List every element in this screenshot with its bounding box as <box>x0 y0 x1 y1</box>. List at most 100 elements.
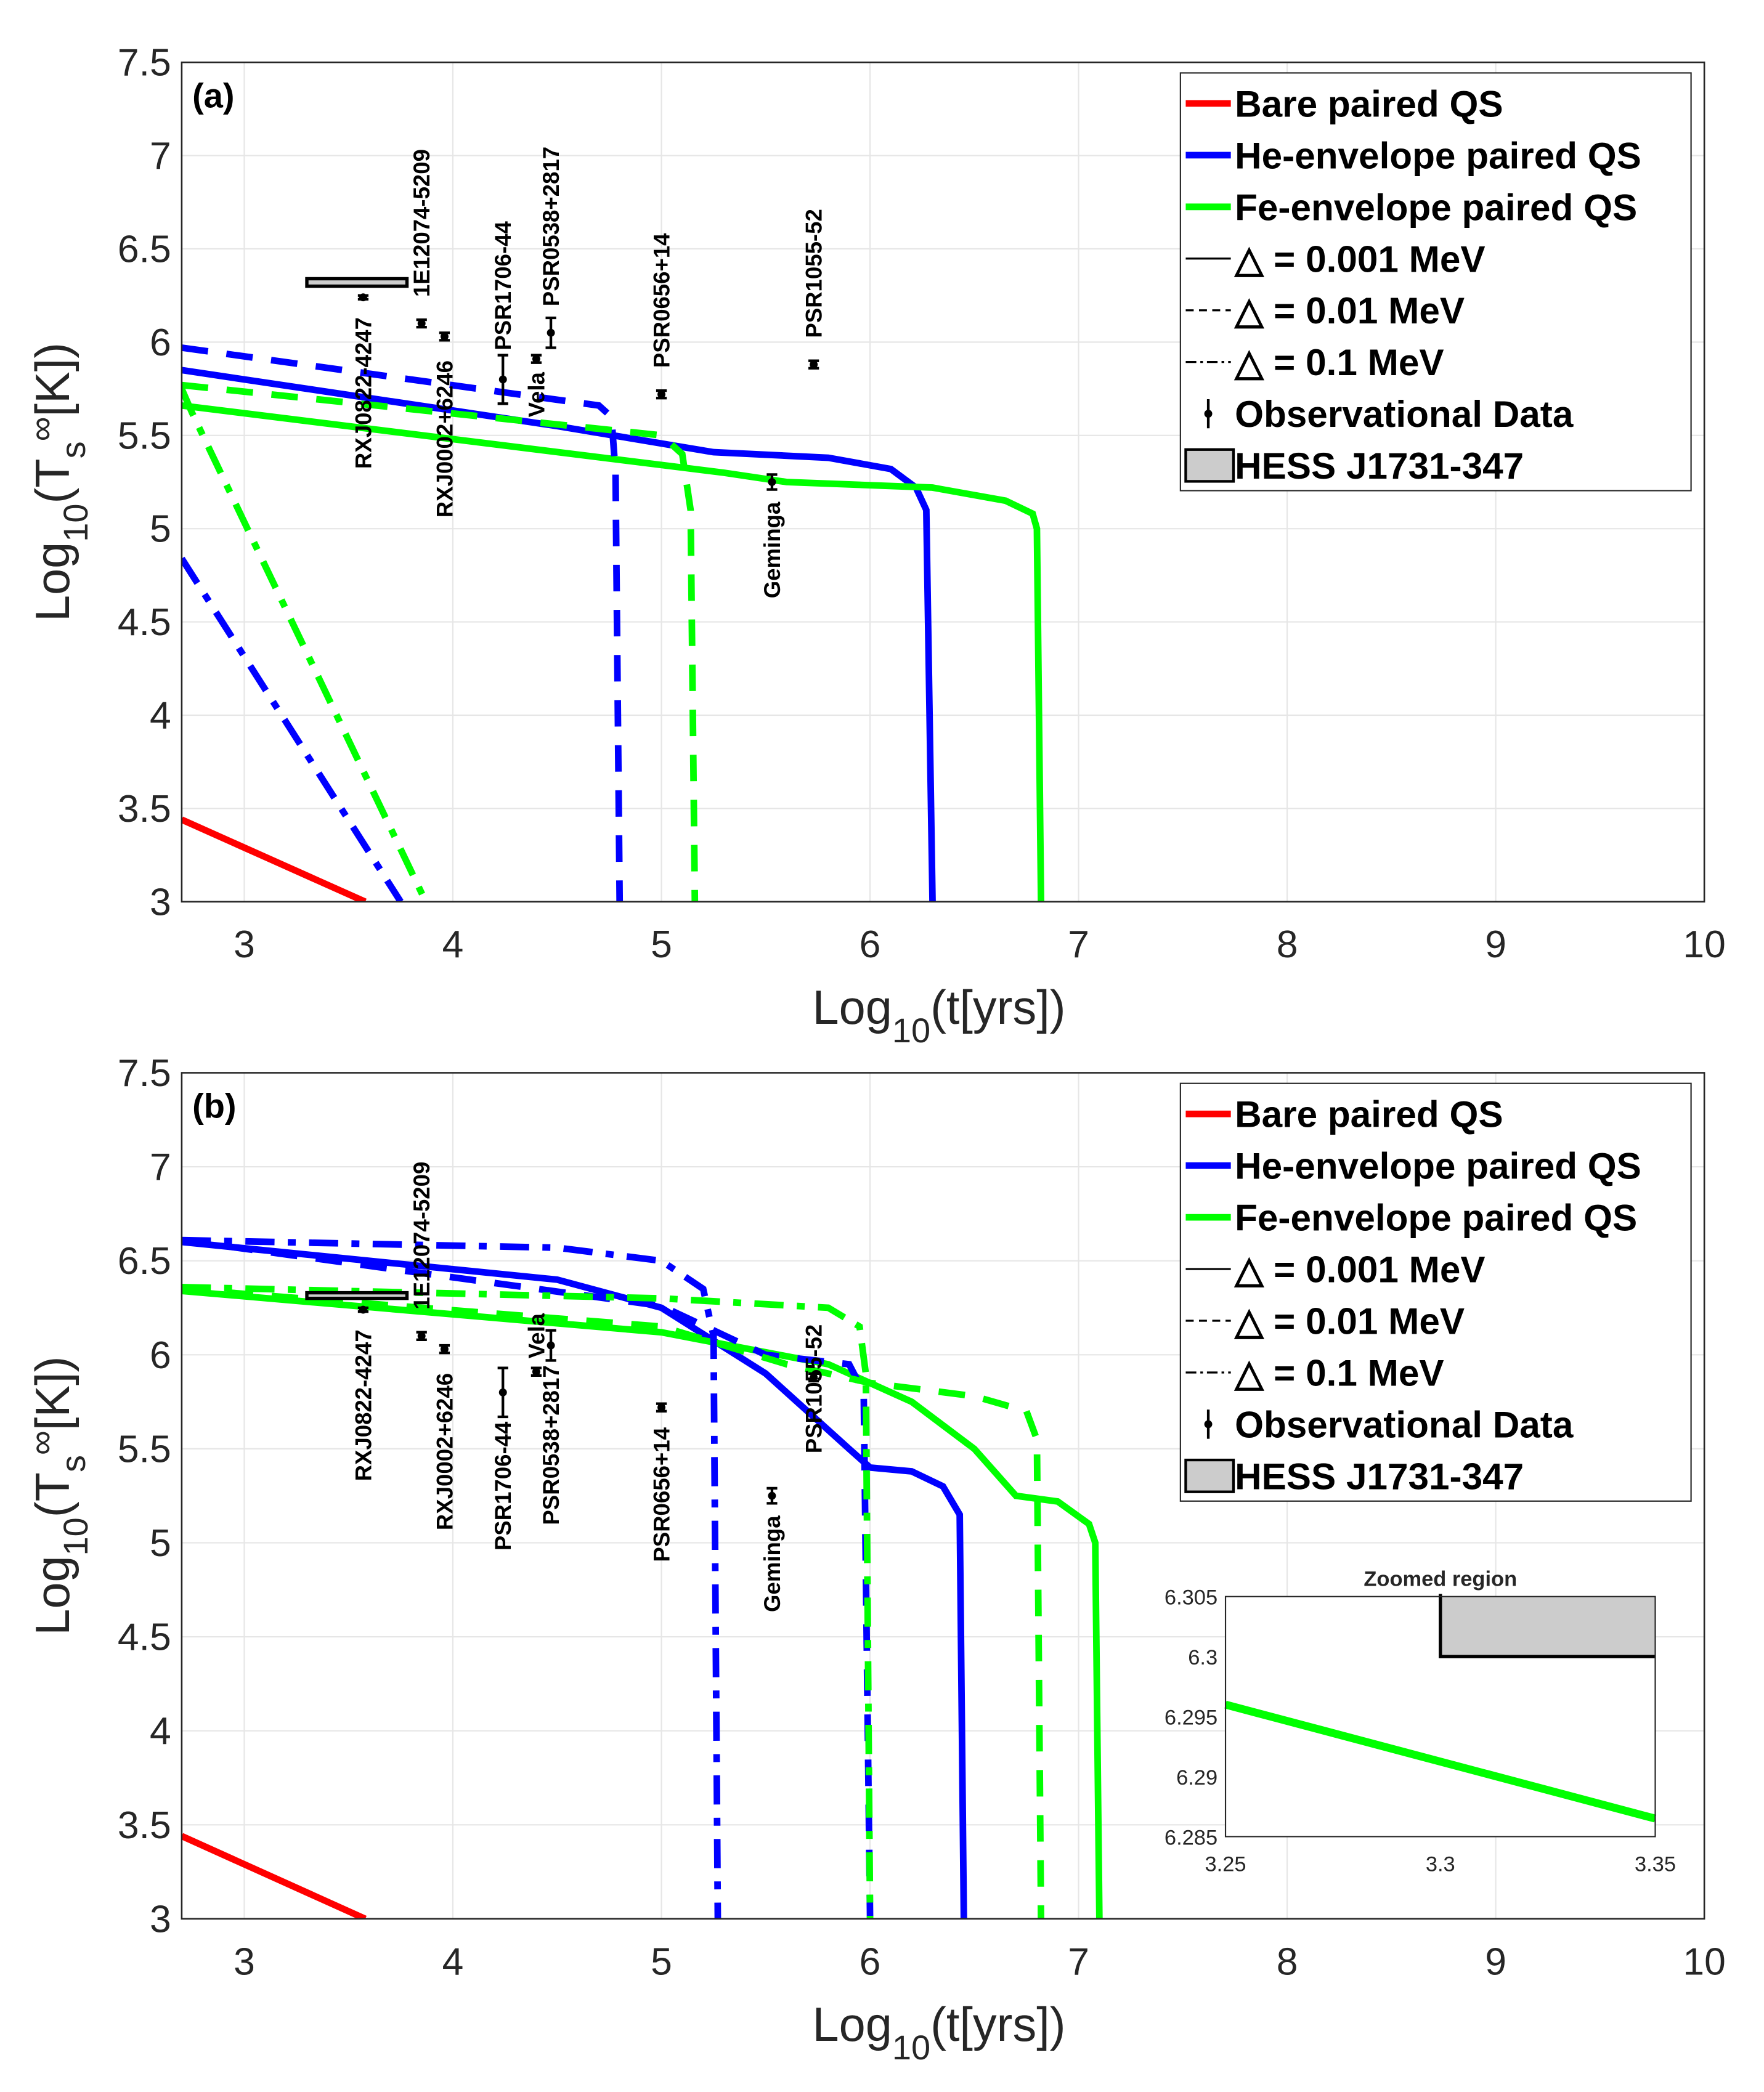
data-marker <box>417 1332 426 1340</box>
data-marker <box>498 375 507 384</box>
data-marker <box>440 332 449 341</box>
data-marker <box>359 293 367 302</box>
legend-entry: HESS J1731-347 <box>1235 445 1524 487</box>
observation-point: PSR1706-44 <box>490 221 516 405</box>
observation-point: PSR1055-52 <box>802 1324 827 1453</box>
observation-label: 1E12074-5209 <box>409 1162 434 1310</box>
inset-x-tick: 3.35 <box>1635 1852 1676 1876</box>
y-tick-label: 4.5 <box>118 1616 171 1659</box>
observation-label: PSR1055-52 <box>802 209 827 338</box>
x-tick-label: 9 <box>1485 923 1506 966</box>
observation-label: RXJ0002+6246 <box>432 360 457 517</box>
y-tick-label: 6.5 <box>118 1239 171 1283</box>
subscript: 10 <box>56 504 95 542</box>
legend-entry: Fe-envelope paired QS <box>1235 186 1637 228</box>
y-tick-label: 3 <box>150 880 171 923</box>
y-tick-label: 7.5 <box>118 41 171 84</box>
series-line <box>181 367 936 902</box>
subscript: s <box>54 1455 92 1472</box>
legend-entry: △ = 0.1 MeV <box>1234 341 1444 383</box>
legend-entry: Bare paired QS <box>1235 83 1503 124</box>
observation-point: 1E12074-5209 <box>409 1162 434 1342</box>
x-axis-label: Log10(t[yrs]) <box>813 1998 1066 2067</box>
subscript: 10 <box>56 1517 95 1555</box>
x-tick-label: 4 <box>442 923 464 966</box>
inset-title: Zoomed region <box>1364 1568 1517 1591</box>
axes-box <box>181 61 1705 903</box>
x-axis-label-rest: (t[yrs]) <box>930 981 1065 1034</box>
y-axis-label: Log10(Ts∞[K]) <box>22 1356 95 1636</box>
inset-y-tick: 6.285 <box>1164 1826 1217 1849</box>
hess-box <box>305 1291 409 1300</box>
x-tick-label: 7 <box>1068 923 1089 966</box>
data-marker <box>657 390 665 399</box>
x-axis-label-text: Log <box>813 981 892 1034</box>
data-marker <box>532 355 540 363</box>
legend-entry: HESS J1731-347 <box>1235 1455 1524 1497</box>
x-tick-label: 8 <box>1277 1940 1298 1983</box>
observation-point: PSR0538+2817 <box>539 147 564 349</box>
x-tick-label: 3 <box>234 923 255 966</box>
observation-point: PSR1055-52 <box>802 209 827 370</box>
series-line <box>181 1283 874 1919</box>
observation-point: PSR0656+14 <box>649 233 674 400</box>
x-tick-label: 8 <box>1277 923 1298 966</box>
data-marker <box>498 1388 507 1397</box>
series-line <box>181 344 624 902</box>
y-tick-label: 6 <box>150 321 171 364</box>
observation-point: PSR0656+14 <box>649 1402 674 1562</box>
observation-label: PSR0656+14 <box>649 233 674 368</box>
x-tick-label: 6 <box>860 923 881 966</box>
series-line <box>181 816 367 902</box>
y-tick-label: 5 <box>150 508 171 551</box>
panel-a: 3 4 5 6 7 8 9 10 3 3.5 4 4.5 5 5.5 6 6.5 7 7.5 RXJ0822-424… <box>22 41 1726 1050</box>
subscript: s <box>54 441 92 458</box>
legend-marker <box>1204 1420 1213 1429</box>
data-marker <box>440 1345 449 1353</box>
observation-label: PSR0656+14 <box>649 1427 674 1562</box>
series-line <box>181 402 1044 902</box>
data-marker <box>657 1403 665 1412</box>
panel-b: 3 4 5 6 7 8 9 10 3 3.5 4 4.5 5 5.5 6 6.5 7 7.5 RXJ0822-424… <box>22 1052 1726 2067</box>
observation-point: Vela <box>524 1313 549 1377</box>
x-axis-label-rest: (t[yrs]) <box>930 1998 1065 2051</box>
y-axis-label-text: Log <box>26 1555 79 1635</box>
axes-box <box>181 1072 1705 1920</box>
x-tick-label: 9 <box>1485 1940 1506 1983</box>
observation-label: PSR0538+2817 <box>539 147 564 306</box>
observation-label: RXJ0002+6246 <box>432 1373 457 1530</box>
y-axis-label-rest: (T <box>26 1472 79 1517</box>
inset-hess-edge <box>1439 1594 1656 1658</box>
inset-x-tick: 3.3 <box>1426 1852 1455 1876</box>
panel-label: (a) <box>192 76 234 115</box>
series-line <box>181 1285 1044 1919</box>
subscript: 10 <box>892 1011 930 1050</box>
legend-entry: Observational Data <box>1235 1403 1574 1445</box>
y-tick-label: 5.5 <box>118 1427 171 1470</box>
y-tick-label: 4.5 <box>118 601 171 644</box>
series-line <box>181 1833 367 1919</box>
observation-label: PSR0538+2817 <box>539 1365 564 1525</box>
x-tick-label: 10 <box>1683 923 1725 966</box>
series-line <box>181 1238 967 1919</box>
inset-axes-box <box>1224 1595 1656 1838</box>
superscript: ∞ <box>22 1430 60 1455</box>
x-tick-label: 4 <box>442 1940 464 1983</box>
panel-label: (b) <box>192 1087 236 1125</box>
observation-label: PSR1055-52 <box>802 1324 827 1453</box>
inset-series-line <box>1224 1700 1657 1823</box>
observation-label: RXJ0822-4247 <box>351 317 376 469</box>
observation-label: PSR1706-44 <box>490 221 516 350</box>
inset-y-tick: 6.29 <box>1176 1766 1217 1790</box>
legend-entry: △ = 0.01 MeV <box>1234 1300 1465 1342</box>
y-axis-label-rest: (T <box>26 458 79 503</box>
inset-y-tick: 6.3 <box>1188 1646 1217 1669</box>
x-axis-label: Log10(t[yrs]) <box>813 981 1066 1050</box>
y-tick-label: 3.5 <box>118 1804 171 1847</box>
y-axis-label-rest: [K]) <box>26 1356 79 1431</box>
legend-box <box>1179 72 1692 492</box>
y-tick-label: 7 <box>150 1146 171 1189</box>
y-tick-label: 7 <box>150 134 171 177</box>
y-axis-label-rest: [K]) <box>26 343 79 417</box>
subscript: 10 <box>892 2028 930 2067</box>
